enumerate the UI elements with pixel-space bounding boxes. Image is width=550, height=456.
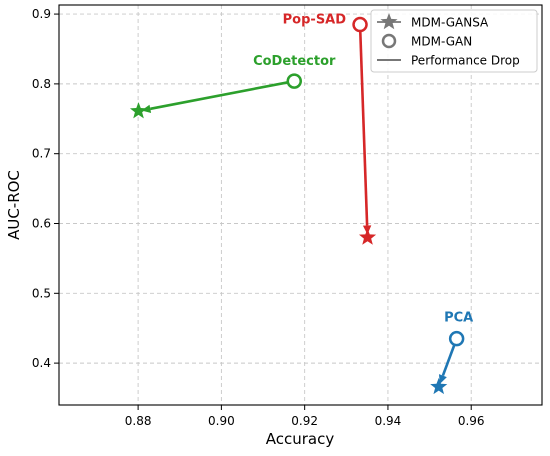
mdm-gan-point	[352, 16, 368, 33]
series-layer: CoDetector Pop-SAD PCA	[129, 13, 473, 395]
y-tick-label: 0.5	[32, 286, 51, 300]
x-tick-label: 0.96	[458, 414, 485, 428]
series-pop-sad: Pop-SAD	[283, 13, 377, 245]
performance-drop-line	[150, 81, 288, 111]
x-tick-label: 0.94	[375, 414, 402, 428]
legend-circle-icon	[381, 33, 397, 49]
legend-star-icon	[380, 13, 398, 30]
performance-drop-line	[358, 31, 369, 226]
y-tick-label: 0.9	[32, 7, 51, 21]
legend-label: Performance Drop	[411, 54, 520, 68]
x-axis-label: Accuracy	[266, 430, 335, 448]
series-label: PCA	[444, 311, 473, 326]
ticks-layer: 0.88 0.90 0.92 0.94 0.96 0.4 0.5 0.6 0.7 0.8 0.9	[32, 7, 485, 428]
plot-frame	[58, 4, 543, 406]
y-tick-label: 0.4	[32, 356, 51, 370]
x-tick-label: 0.88	[125, 414, 152, 428]
mdm-gansa-point	[358, 228, 377, 245]
mdm-gan-point	[286, 73, 303, 89]
y-tick-label: 0.7	[32, 147, 51, 161]
y-tick-label: 0.8	[32, 77, 51, 91]
y-tick-label: 0.6	[32, 216, 51, 230]
x-tick-label: 0.92	[291, 414, 318, 428]
legend-box	[370, 9, 538, 73]
x-tick-label: 0.90	[208, 414, 235, 428]
series-label: CoDetector	[253, 54, 336, 69]
legend: MDM-GANSA MDM-GAN Performance Drop	[370, 9, 538, 73]
performance-drop-line	[441, 344, 456, 377]
y-axis-label: AUC-ROC	[5, 170, 23, 240]
series-codetector: CoDetector	[129, 54, 336, 119]
mdm-gansa-point	[129, 102, 148, 119]
legend-label: MDM-GANSA	[411, 16, 489, 30]
legend-label: MDM-GAN	[411, 35, 472, 49]
series-label: Pop-SAD	[283, 13, 347, 28]
series-pca: PCA	[430, 311, 473, 395]
mdm-gansa-point	[430, 377, 448, 395]
arrow-head	[438, 374, 447, 385]
mdm-gan-point	[448, 330, 465, 347]
